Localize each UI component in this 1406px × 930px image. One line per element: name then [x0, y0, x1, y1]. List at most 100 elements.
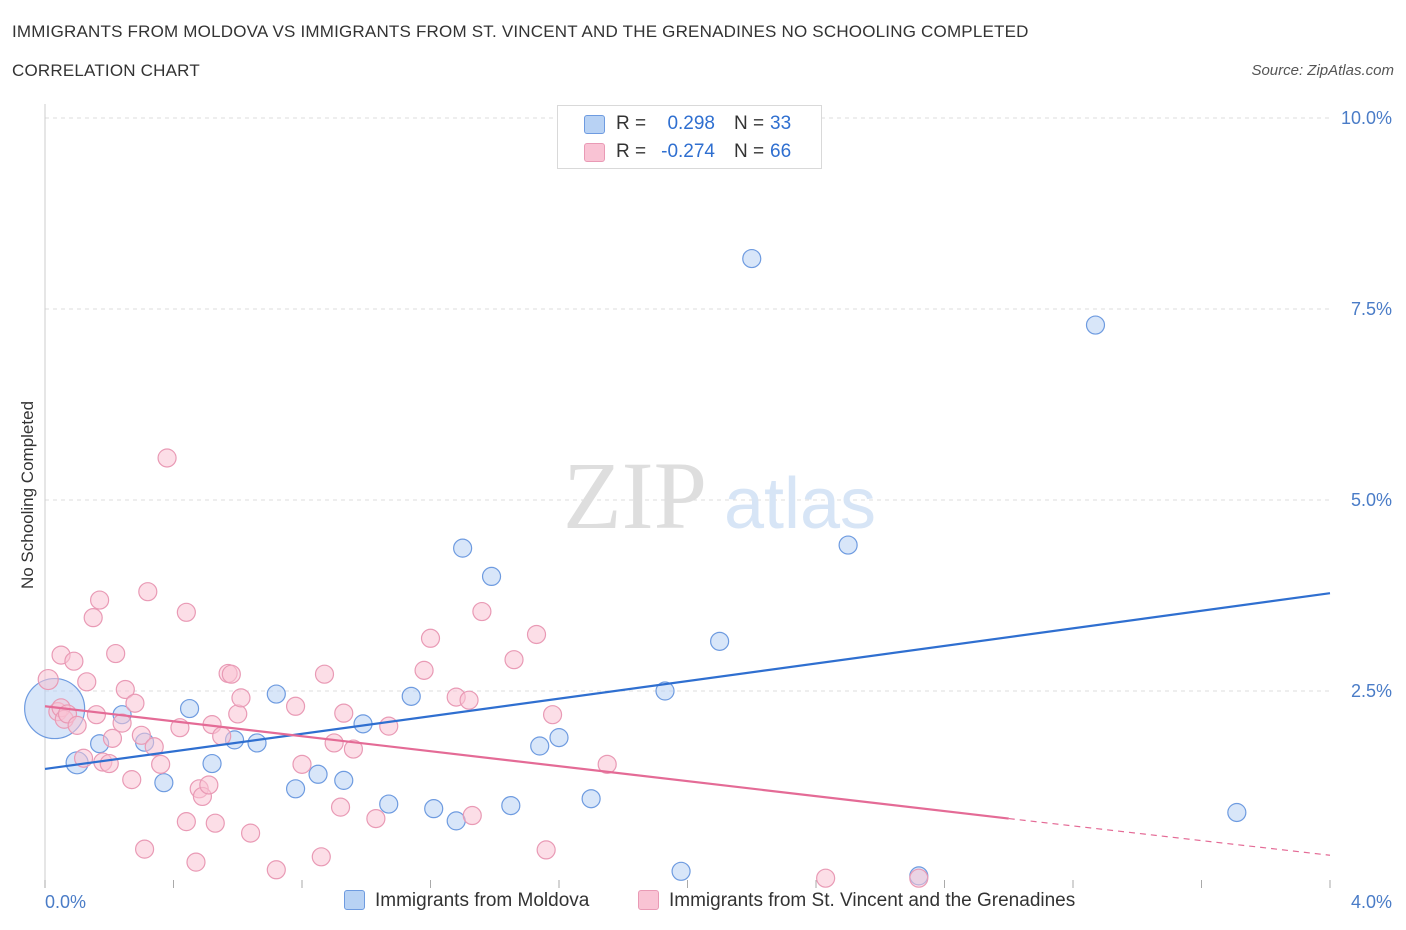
stvincent-point	[131, 725, 151, 745]
stats-row-stvincent: R = -0.274 N = 66	[558, 139, 821, 167]
stvincent-point	[67, 715, 87, 735]
stvincent-legend-label: Immigrants from St. Vincent and the Gren…	[669, 890, 1076, 911]
stvincent-point	[909, 868, 929, 888]
stvincent-point	[330, 797, 351, 817]
r-label: R =	[616, 113, 647, 134]
stvincent-point	[285, 696, 306, 716]
moldova-point	[671, 861, 691, 881]
stvincent-point	[37, 668, 59, 691]
y-tick-label: 5.0%	[1351, 490, 1392, 510]
moldova-point	[710, 631, 730, 651]
chart-title: IMMIGRANTS FROM MOLDOVA VS IMMIGRANTS FR…	[12, 22, 1029, 41]
moldova-point	[154, 773, 174, 793]
stvincent-point	[151, 754, 171, 774]
moldova-point	[247, 733, 267, 753]
x-tick-label: 4.0%	[1351, 892, 1392, 912]
stvincent-point	[86, 705, 107, 725]
stvincent-point	[221, 664, 241, 684]
moldova-point	[424, 799, 444, 819]
stvincent-point	[157, 448, 177, 468]
stvincent-point	[176, 812, 196, 832]
stvincent-point	[83, 608, 103, 628]
stvincent-point	[311, 847, 331, 867]
watermark: ZIP atlas	[563, 442, 876, 549]
trend-lines	[44, 592, 1331, 856]
grid-lines	[45, 117, 1330, 692]
moldova-point	[1227, 802, 1247, 823]
stats-row-moldova: R = 0.298 N = 33	[558, 111, 821, 139]
r-value: 0.298	[667, 113, 715, 134]
stvincent-point	[144, 737, 164, 757]
stvincent-point	[324, 733, 344, 753]
moldova-point	[453, 538, 473, 558]
axes	[44, 104, 1331, 888]
stvincent-point	[379, 716, 399, 736]
stvincent-point	[231, 688, 251, 708]
stvincent-point	[292, 754, 312, 774]
stvincent-point	[343, 739, 363, 759]
moldova-legend-label: Immigrants from Moldova	[375, 890, 590, 911]
stvincent-point	[597, 754, 617, 774]
series-legend: Immigrants from Moldova Immigrants from …	[0, 887, 1406, 917]
stvincent-point	[816, 868, 836, 888]
stvincent-trend-extension	[1008, 817, 1331, 856]
stvincent-point	[102, 728, 123, 748]
moldova-point	[549, 728, 569, 748]
r-value: -0.274	[661, 141, 715, 162]
stvincent-point	[212, 726, 232, 746]
n-label: N =	[734, 141, 765, 162]
moldova-point	[481, 566, 502, 587]
moldova-point	[202, 753, 222, 774]
moldova-point	[308, 764, 328, 784]
y-tick-labels: 2.5% 5.0% 7.5% 10.0%	[1341, 108, 1392, 701]
stvincent-legend-swatch	[638, 890, 659, 910]
stvincent-point	[186, 852, 206, 872]
moldova-trend-line	[44, 592, 1331, 771]
moldova-point	[1085, 315, 1106, 335]
data-points	[24, 248, 1247, 888]
stvincent-point	[199, 775, 219, 795]
y-tick-label: 10.0%	[1341, 108, 1392, 128]
y-tick-label: 2.5%	[1351, 681, 1392, 701]
stvincent-point	[138, 582, 158, 602]
stvincent-swatch	[584, 143, 605, 162]
stvincent-point	[526, 624, 547, 645]
stvincent-point	[472, 601, 492, 622]
moldova-legend-swatch	[344, 890, 365, 910]
stvincent-point	[420, 628, 441, 648]
moldova-point	[401, 686, 421, 706]
moldova-point	[838, 535, 858, 555]
stvincent-point	[125, 693, 145, 713]
moldova-point	[334, 770, 354, 790]
n-value: 66	[770, 141, 792, 162]
moldova-point	[655, 681, 675, 701]
moldova-swatch	[584, 115, 605, 134]
stvincent-point	[241, 823, 261, 843]
stvincent-point	[536, 840, 556, 860]
moldova-point	[285, 779, 306, 799]
stvincent-point	[99, 753, 119, 774]
stvincent-point	[106, 643, 126, 664]
chart-subtitle: CORRELATION CHART	[12, 61, 200, 80]
stvincent-point	[122, 770, 142, 790]
y-axis-label: No Schooling Completed	[18, 401, 37, 589]
moldova-point	[530, 736, 550, 756]
stvincent-point	[112, 713, 132, 733]
stvincent-trend-line	[44, 705, 1009, 820]
stvincent-point	[134, 839, 155, 859]
stvincent-point	[462, 805, 482, 826]
stvincent-point	[366, 808, 386, 829]
moldova-point	[581, 789, 601, 809]
stvincent-point	[504, 650, 524, 670]
moldova-point	[266, 684, 286, 704]
stvincent-point	[542, 705, 563, 725]
watermark-atlas: atlas	[724, 464, 876, 544]
moldova-point	[179, 698, 200, 719]
n-value: 33	[770, 113, 792, 134]
stvincent-point	[205, 813, 225, 833]
stvincent-point	[64, 651, 84, 671]
stvincent-point	[334, 703, 354, 723]
stvincent-point	[115, 679, 135, 700]
moldova-point	[379, 794, 399, 814]
